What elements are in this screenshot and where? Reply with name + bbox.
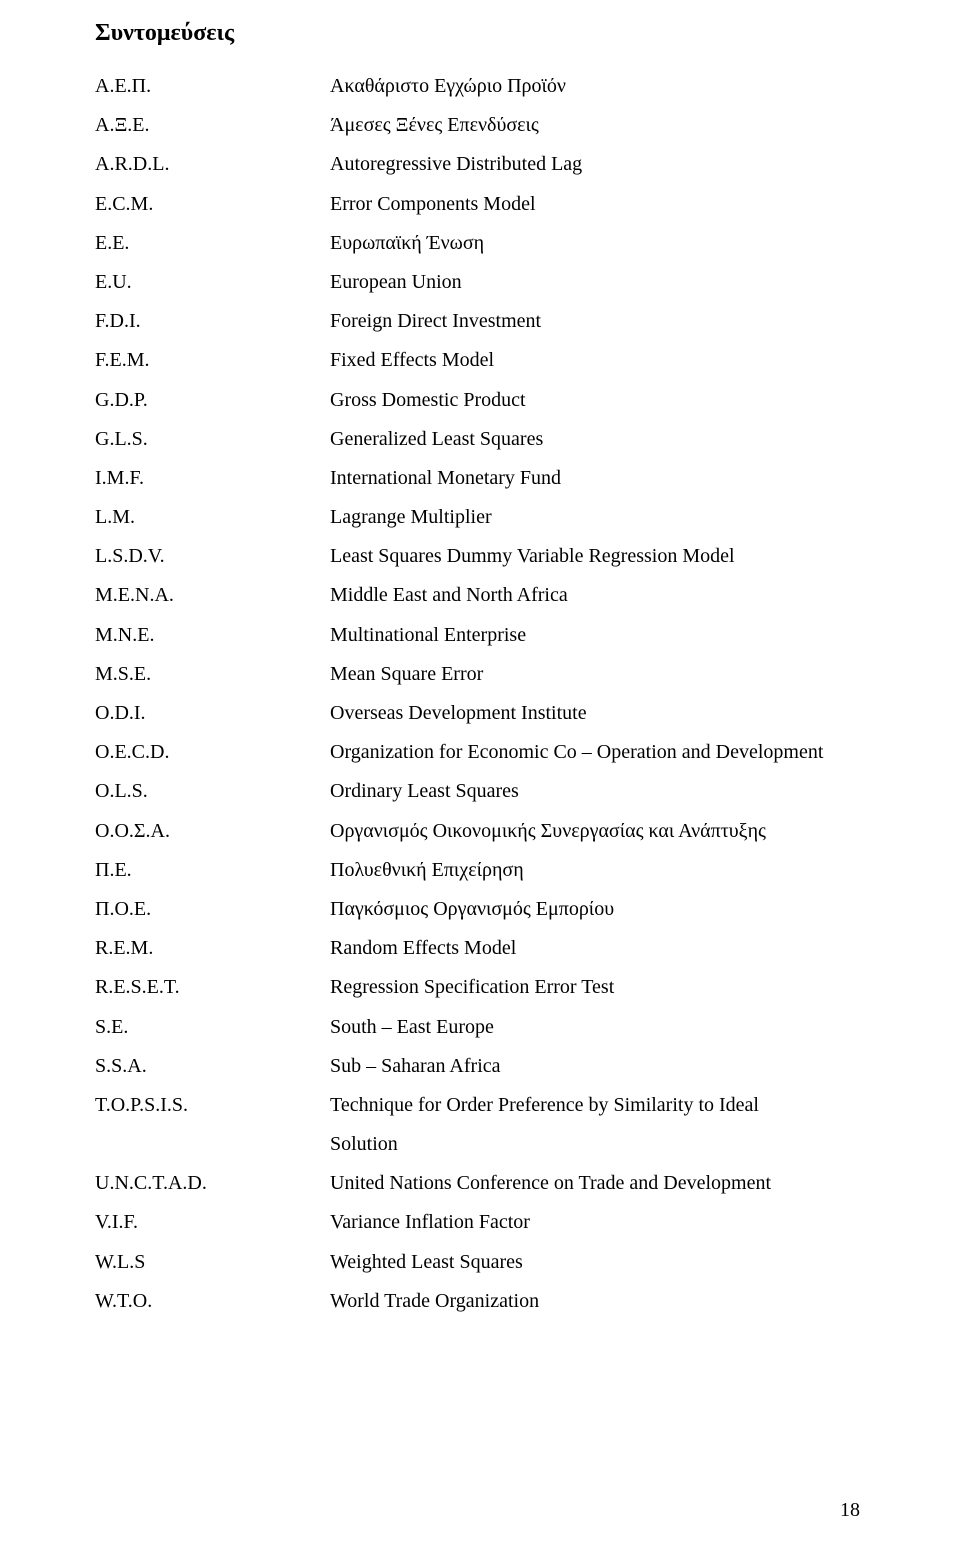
abbr-row: M.S.E.Mean Square Error <box>95 663 870 686</box>
abbr-row: Ε.Ε.Ευρωπαϊκή Ένωση <box>95 232 870 255</box>
abbr-cell: U.N.C.T.A.D. <box>95 1172 330 1195</box>
abbr-row: O.L.S.Ordinary Least Squares <box>95 780 870 803</box>
abbr-cell: S.S.A. <box>95 1055 330 1078</box>
definition-cell: Random Effects Model <box>330 937 870 960</box>
abbr-cell: I.M.F. <box>95 467 330 490</box>
abbr-cell: Ο.Ο.Σ.Α. <box>95 820 330 843</box>
abbr-cell: E.C.M. <box>95 193 330 216</box>
abbr-row: R.E.M.Random Effects Model <box>95 937 870 960</box>
abbr-cell: W.T.O. <box>95 1290 330 1313</box>
abbr-row: E.C.M.Error Components Model <box>95 193 870 216</box>
abbr-cell: F.E.M. <box>95 349 330 372</box>
definition-cell: Foreign Direct Investment <box>330 310 870 333</box>
abbr-row: S.E.South – East Europe <box>95 1016 870 1039</box>
definition-cell: Ordinary Least Squares <box>330 780 870 803</box>
abbreviation-list: Α.Ε.Π.Ακαθάριστο Εγχώριο ΠροϊόνΑ.Ξ.Ε.Άμε… <box>95 75 870 1313</box>
definition-cell: Lagrange Multiplier <box>330 506 870 529</box>
abbr-cell: T.O.P.S.I.S. <box>95 1094 330 1117</box>
definition-cell: Ευρωπαϊκή Ένωση <box>330 232 870 255</box>
definition-cell: South – East Europe <box>330 1016 870 1039</box>
abbr-cell: G.L.S. <box>95 428 330 451</box>
abbr-cell: Α.Ξ.Ε. <box>95 114 330 137</box>
abbr-row: M.E.N.A.Middle East and North Africa <box>95 584 870 607</box>
page-heading: Συντομεύσεις <box>95 20 870 47</box>
abbr-cell: E.U. <box>95 271 330 294</box>
abbr-row: W.L.SWeighted Least Squares <box>95 1251 870 1274</box>
definition-cell: Error Components Model <box>330 193 870 216</box>
definition-cell: Autoregressive Distributed Lag <box>330 153 870 176</box>
abbr-row: O.D.I.Overseas Development Institute <box>95 702 870 725</box>
abbr-row: M.N.E.Multinational Enterprise <box>95 624 870 647</box>
abbr-cell: R.E.M. <box>95 937 330 960</box>
definition-cell: Solution <box>330 1133 870 1156</box>
abbr-row: Π.Ο.Ε.Παγκόσμιος Οργανισμός Εμπορίου <box>95 898 870 921</box>
abbr-cell: Π.Ε. <box>95 859 330 882</box>
definition-cell: Organization for Economic Co – Operation… <box>330 741 870 764</box>
abbr-cell: Ε.Ε. <box>95 232 330 255</box>
definition-cell: Gross Domestic Product <box>330 389 870 412</box>
abbr-row: T.O.P.S.I.S.Technique for Order Preferen… <box>95 1094 870 1117</box>
abbr-cell: W.L.S <box>95 1251 330 1274</box>
abbr-cell: Α.Ε.Π. <box>95 75 330 98</box>
definition-cell: Άμεσες Ξένες Επενδύσεις <box>330 114 870 137</box>
definition-cell: Technique for Order Preference by Simila… <box>330 1094 870 1117</box>
abbr-row: Solution <box>95 1133 870 1156</box>
abbr-row: G.D.P.Gross Domestic Product <box>95 389 870 412</box>
abbr-cell: S.E. <box>95 1016 330 1039</box>
definition-cell: Generalized Least Squares <box>330 428 870 451</box>
abbr-cell: F.D.I. <box>95 310 330 333</box>
abbr-cell: L.M. <box>95 506 330 529</box>
definition-cell: Multinational Enterprise <box>330 624 870 647</box>
definition-cell: Variance Inflation Factor <box>330 1211 870 1234</box>
abbr-row: F.D.I.Foreign Direct Investment <box>95 310 870 333</box>
definition-cell: Παγκόσμιος Οργανισμός Εμπορίου <box>330 898 870 921</box>
abbr-row: Α.Ξ.Ε.Άμεσες Ξένες Επενδύσεις <box>95 114 870 137</box>
abbr-row: I.M.F.International Monetary Fund <box>95 467 870 490</box>
definition-cell: Mean Square Error <box>330 663 870 686</box>
abbr-cell: Π.Ο.Ε. <box>95 898 330 921</box>
abbr-row: O.E.C.D.Organization for Economic Co – O… <box>95 741 870 764</box>
definition-cell: Least Squares Dummy Variable Regression … <box>330 545 870 568</box>
abbr-row: S.S.A.Sub – Saharan Africa <box>95 1055 870 1078</box>
definition-cell: Οργανισμός Οικονομικής Συνεργασίας και Α… <box>330 820 870 843</box>
page-number: 18 <box>840 1499 860 1522</box>
abbr-cell: O.E.C.D. <box>95 741 330 764</box>
abbr-row: Α.Ε.Π.Ακαθάριστο Εγχώριο Προϊόν <box>95 75 870 98</box>
abbr-cell: V.I.F. <box>95 1211 330 1234</box>
definition-cell: Fixed Effects Model <box>330 349 870 372</box>
definition-cell: Middle East and North Africa <box>330 584 870 607</box>
abbr-row: L.M.Lagrange Multiplier <box>95 506 870 529</box>
definition-cell: Weighted Least Squares <box>330 1251 870 1274</box>
definition-cell: Sub – Saharan Africa <box>330 1055 870 1078</box>
definition-cell: World Trade Organization <box>330 1290 870 1313</box>
abbr-row: Ο.Ο.Σ.Α.Οργανισμός Οικονομικής Συνεργασί… <box>95 820 870 843</box>
abbr-row: U.N.C.T.A.D.United Nations Conference on… <box>95 1172 870 1195</box>
abbr-cell: O.D.I. <box>95 702 330 725</box>
abbr-row: Π.Ε.Πολυεθνική Επιχείρηση <box>95 859 870 882</box>
definition-cell: Πολυεθνική Επιχείρηση <box>330 859 870 882</box>
abbr-row: V.I.F.Variance Inflation Factor <box>95 1211 870 1234</box>
abbr-cell: R.E.S.E.T. <box>95 976 330 999</box>
abbr-row: L.S.D.V.Least Squares Dummy Variable Reg… <box>95 545 870 568</box>
definition-cell: United Nations Conference on Trade and D… <box>330 1172 870 1195</box>
definition-cell: Ακαθάριστο Εγχώριο Προϊόν <box>330 75 870 98</box>
abbr-row: R.E.S.E.T.Regression Specification Error… <box>95 976 870 999</box>
abbr-row: G.L.S.Generalized Least Squares <box>95 428 870 451</box>
abbr-cell: G.D.P. <box>95 389 330 412</box>
definition-cell: Regression Specification Error Test <box>330 976 870 999</box>
abbr-row: E.U.European Union <box>95 271 870 294</box>
abbr-cell: A.R.D.L. <box>95 153 330 176</box>
abbr-cell: M.S.E. <box>95 663 330 686</box>
abbr-cell: O.L.S. <box>95 780 330 803</box>
definition-cell: Overseas Development Institute <box>330 702 870 725</box>
definition-cell: International Monetary Fund <box>330 467 870 490</box>
abbr-row: W.T.O.World Trade Organization <box>95 1290 870 1313</box>
abbr-row: A.R.D.L.Autoregressive Distributed Lag <box>95 153 870 176</box>
abbr-row: F.E.M.Fixed Effects Model <box>95 349 870 372</box>
definition-cell: European Union <box>330 271 870 294</box>
page-container: Συντομεύσεις Α.Ε.Π.Ακαθάριστο Εγχώριο Πρ… <box>0 0 960 1313</box>
abbr-cell: M.E.N.A. <box>95 584 330 607</box>
abbr-cell: L.S.D.V. <box>95 545 330 568</box>
abbr-cell: M.N.E. <box>95 624 330 647</box>
